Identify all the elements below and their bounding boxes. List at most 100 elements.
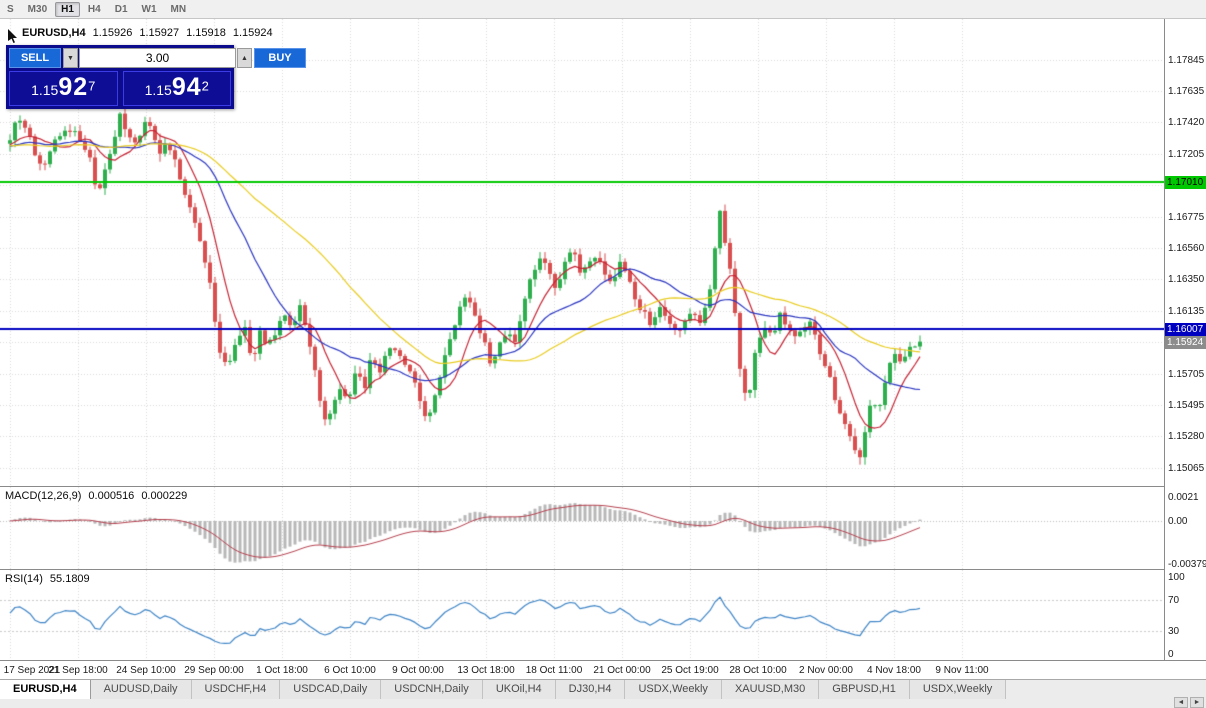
chart-tab-eurusd-h4[interactable]: EURUSD,H4 bbox=[0, 680, 91, 699]
price-axis-label: 1.17205 bbox=[1168, 148, 1205, 160]
time-axis: 17 Sep 2021 21 Sep 18:00 24 Sep 10:00 29 Se… bbox=[0, 661, 1164, 679]
buy-price-display[interactable]: 1.15942 bbox=[122, 71, 231, 106]
pane-separator[interactable] bbox=[0, 486, 1206, 487]
tab-scroll-arrows: ◄ ► bbox=[1174, 697, 1204, 708]
volume-control: ▼ ▲ bbox=[63, 48, 252, 68]
chart-tab-usdcad-daily[interactable]: USDCAD,Daily bbox=[280, 680, 382, 699]
chart-tab-audusd-daily[interactable]: AUDUSD,Daily bbox=[90, 680, 192, 699]
price-axis-label: 1.15280 bbox=[1168, 431, 1205, 443]
rsi-header: RSI(14) 55.1809 bbox=[5, 573, 90, 585]
price-tag-1-15924: 1.15924 bbox=[1165, 335, 1206, 349]
buy-price-pipette: 2 bbox=[201, 78, 209, 94]
chevron-right-icon: ► bbox=[1193, 699, 1201, 706]
macd-name: MACD(12,26,9) bbox=[5, 490, 82, 502]
timeframe-button-h4[interactable]: H4 bbox=[87, 3, 101, 15]
ohlc-high: 1.15927 bbox=[139, 27, 180, 39]
sell-price-pipette: 7 bbox=[88, 78, 96, 94]
macd-axis-label: 0.00 bbox=[1168, 516, 1188, 527]
macd-axis-label: 0.0021 bbox=[1168, 492, 1199, 504]
volume-increase-button[interactable]: ▲ bbox=[237, 48, 252, 68]
rsi-name: RSI(14) bbox=[5, 573, 43, 585]
time-axis-label: 6 Oct 10:00 bbox=[324, 665, 376, 676]
price-axis-label: 1.16560 bbox=[1168, 243, 1205, 255]
volume-decrease-button[interactable]: ▼ bbox=[63, 48, 78, 68]
timeframe-button-mn[interactable]: MN bbox=[170, 3, 187, 15]
sell-price-big: 92 bbox=[58, 73, 89, 101]
macd-value-signal: 0.000229 bbox=[141, 490, 188, 502]
chart-tab-usdcnh-daily[interactable]: USDCNH,Daily bbox=[381, 680, 483, 699]
chart-symbol: EURUSD,H4 bbox=[22, 27, 86, 39]
ohlc-low: 1.15918 bbox=[186, 27, 226, 39]
macd-axis-label: -0.00379 bbox=[1168, 558, 1206, 570]
chart-tabs: EURUSD,H4 AUDUSD,Daily USDCHF,H4 USDCAD,Dai… bbox=[0, 680, 1206, 699]
timeframe-button-d1[interactable]: D1 bbox=[114, 3, 128, 15]
tab-scroll-right-button[interactable]: ► bbox=[1190, 697, 1204, 708]
sell-price-display[interactable]: 1.15927 bbox=[9, 71, 118, 106]
price-axis-label: 1.16350 bbox=[1168, 274, 1205, 286]
sell-button[interactable]: SELL bbox=[9, 48, 61, 68]
chevron-left-icon: ◄ bbox=[1177, 699, 1185, 706]
price-tag-1-16007: 1.16007 bbox=[1165, 323, 1206, 337]
pane-separator[interactable] bbox=[0, 569, 1206, 570]
price-axis-label: 1.15705 bbox=[1168, 368, 1205, 380]
time-axis-label: 13 Oct 18:00 bbox=[457, 665, 515, 676]
time-axis-label: 9 Nov 11:00 bbox=[935, 665, 989, 676]
timeframe-button-m30[interactable]: M30 bbox=[27, 3, 48, 15]
chart-tab-gbpusd-h1[interactable]: GBPUSD,H1 bbox=[819, 680, 910, 699]
buy-price-prefix: 1.15 bbox=[144, 82, 172, 98]
time-axis-label: 28 Oct 10:00 bbox=[729, 665, 787, 676]
time-axis-label: 18 Oct 11:00 bbox=[525, 665, 583, 676]
rsi-axis-label: 0 bbox=[1168, 649, 1174, 660]
rsi-axis-label: 100 bbox=[1168, 572, 1185, 583]
time-axis-label: 17 Sep 2021 bbox=[3, 665, 61, 676]
rsi-axis-label: 70 bbox=[1168, 595, 1180, 607]
timeframe-button-w1[interactable]: W1 bbox=[141, 3, 157, 15]
buy-button[interactable]: BUY bbox=[254, 48, 306, 68]
timeframe-button-h1[interactable]: H1 bbox=[55, 1, 80, 17]
macd-canvas[interactable] bbox=[0, 487, 1164, 569]
rsi-value: 55.1809 bbox=[49, 573, 90, 585]
price-axis-label: 1.17845 bbox=[1168, 55, 1205, 67]
sell-price-prefix: 1.15 bbox=[31, 82, 59, 98]
time-axis-label: 9 Oct 00:00 bbox=[392, 665, 444, 676]
time-axis-label: 21 Sep 18:00 bbox=[48, 665, 108, 676]
chart-tab-usdx-weekly[interactable]: USDX,Weekly bbox=[625, 680, 722, 699]
chart-tab-dj30-h4[interactable]: DJ30,H4 bbox=[555, 680, 626, 699]
ohlc-open: 1.15926 bbox=[92, 27, 133, 39]
time-axis-label: 24 Sep 10:00 bbox=[116, 665, 176, 676]
chart-tab-ukoil-h4[interactable]: UKOil,H4 bbox=[482, 680, 556, 699]
price-axis: 1.178451.176351.174201.172051.169901.167… bbox=[1164, 19, 1206, 660]
timeframe-toolbar: S M30 H1 H4 D1 W1 MN bbox=[0, 0, 1206, 19]
chart-tab-bar: EURUSD,H4 AUDUSD,Daily USDCHF,H4 USDCAD,Dai… bbox=[0, 679, 1206, 708]
chart-tab-xauusd-m30[interactable]: XAUUSD,M30 bbox=[721, 680, 820, 699]
chart-tab-usdchf-h4[interactable]: USDCHF,H4 bbox=[191, 680, 281, 699]
time-axis-label: 2 Nov 00:00 bbox=[799, 665, 853, 676]
price-axis-label: 1.17635 bbox=[1168, 85, 1205, 97]
time-axis-label: 1 Oct 18:00 bbox=[256, 665, 308, 676]
price-axis-label: 1.16135 bbox=[1168, 305, 1205, 317]
pane-separator bbox=[0, 660, 1206, 661]
ohlc-close: 1.15924 bbox=[232, 27, 273, 39]
price-axis-label: 1.16775 bbox=[1168, 211, 1205, 223]
chevron-down-icon: ▼ bbox=[67, 54, 74, 62]
time-axis-label: 25 Oct 19:00 bbox=[661, 665, 719, 676]
price-tag-1-17010: 1.17010 bbox=[1165, 176, 1206, 190]
chart-ohlc-header: EURUSD,H4 1.15926 1.15927 1.15918 1.1592… bbox=[22, 27, 273, 39]
timeframe-button-s[interactable]: S bbox=[7, 3, 14, 15]
macd-header: MACD(12,26,9) 0.000516 0.000229 bbox=[5, 490, 187, 502]
price-axis-label: 1.15495 bbox=[1168, 399, 1205, 411]
buy-price-big: 94 bbox=[171, 73, 202, 101]
chart-tab-usdx-weekly[interactable]: USDX,Weekly bbox=[909, 680, 1007, 699]
time-axis-label: 4 Nov 18:00 bbox=[867, 665, 921, 676]
time-axis-label: 21 Oct 00:00 bbox=[593, 665, 651, 676]
rsi-canvas[interactable] bbox=[0, 570, 1164, 660]
volume-input[interactable] bbox=[79, 48, 236, 68]
chevron-up-icon: ▲ bbox=[241, 54, 248, 62]
macd-value-main: 0.000516 bbox=[88, 490, 135, 502]
rsi-axis-label: 30 bbox=[1168, 625, 1180, 637]
time-axis-label: 29 Sep 00:00 bbox=[184, 665, 244, 676]
price-axis-label: 1.15065 bbox=[1168, 462, 1205, 474]
tab-scroll-left-button[interactable]: ◄ bbox=[1174, 697, 1188, 708]
price-axis-label: 1.17420 bbox=[1168, 117, 1205, 129]
